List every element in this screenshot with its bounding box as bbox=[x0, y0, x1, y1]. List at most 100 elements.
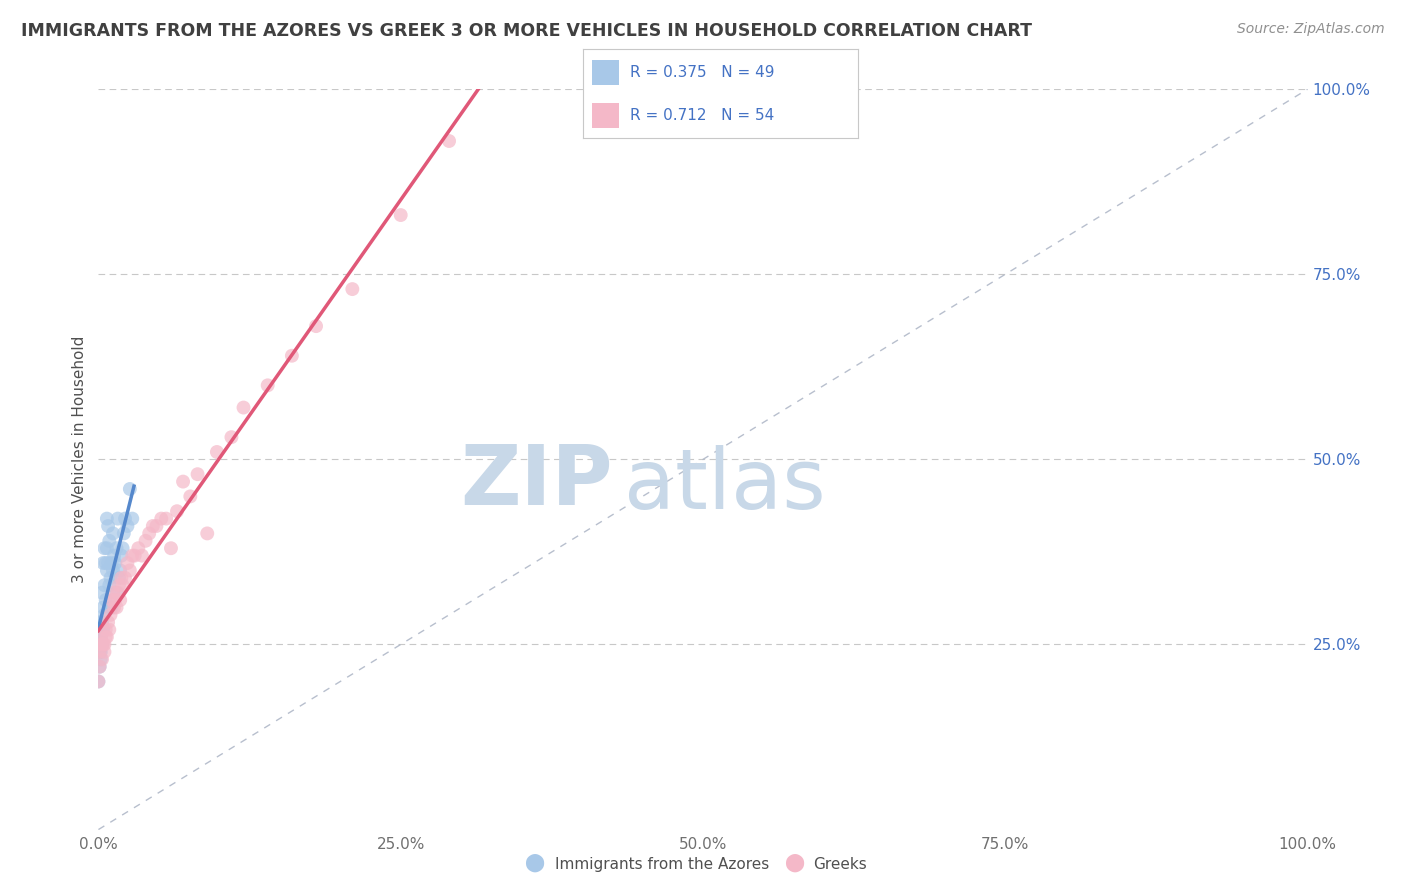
Point bbox=[87, 674, 110, 689]
Point bbox=[172, 475, 194, 489]
Point bbox=[195, 526, 218, 541]
Point bbox=[94, 593, 117, 607]
Point bbox=[93, 645, 115, 659]
Point bbox=[98, 533, 121, 548]
Point bbox=[103, 549, 125, 563]
Point bbox=[103, 600, 125, 615]
Text: R = 0.375   N = 49: R = 0.375 N = 49 bbox=[630, 65, 775, 79]
Point bbox=[89, 637, 111, 651]
Point bbox=[232, 401, 254, 415]
Point bbox=[121, 549, 143, 563]
Text: Greeks: Greeks bbox=[813, 857, 866, 872]
Point bbox=[90, 652, 112, 666]
Point bbox=[94, 556, 117, 570]
Point bbox=[205, 445, 228, 459]
Point bbox=[112, 526, 135, 541]
Point bbox=[118, 564, 141, 578]
Point bbox=[281, 349, 304, 363]
Point bbox=[100, 556, 122, 570]
Point bbox=[96, 541, 118, 556]
Point bbox=[100, 607, 122, 622]
Point bbox=[107, 511, 129, 525]
Point bbox=[107, 585, 129, 599]
Point bbox=[101, 585, 124, 599]
Point bbox=[105, 541, 128, 556]
Point bbox=[90, 645, 112, 659]
Point bbox=[91, 585, 114, 599]
Point bbox=[89, 645, 111, 659]
Point bbox=[90, 630, 112, 644]
Point bbox=[142, 519, 165, 533]
Point bbox=[98, 578, 121, 592]
Point bbox=[91, 615, 114, 630]
Point bbox=[90, 637, 112, 651]
Point bbox=[96, 630, 118, 644]
Point bbox=[145, 519, 167, 533]
Point bbox=[100, 593, 122, 607]
Point bbox=[104, 556, 127, 570]
Text: ⬤: ⬤ bbox=[785, 854, 804, 872]
Point bbox=[138, 526, 160, 541]
Point bbox=[101, 564, 124, 578]
Point bbox=[97, 615, 120, 630]
Point bbox=[101, 526, 124, 541]
Point bbox=[91, 652, 114, 666]
Point bbox=[305, 319, 328, 334]
Point bbox=[150, 511, 173, 525]
Point bbox=[135, 533, 157, 548]
Point bbox=[256, 378, 278, 392]
Point bbox=[91, 600, 114, 615]
Point bbox=[104, 593, 127, 607]
Point bbox=[124, 549, 146, 563]
Point bbox=[221, 430, 243, 444]
Point bbox=[100, 600, 122, 615]
Point bbox=[166, 504, 188, 518]
Point bbox=[98, 623, 121, 637]
Point bbox=[100, 571, 122, 585]
Point bbox=[131, 549, 153, 563]
Point bbox=[91, 637, 114, 651]
Point bbox=[117, 556, 139, 570]
Point bbox=[96, 511, 118, 525]
Point bbox=[114, 511, 136, 525]
Point bbox=[91, 637, 114, 651]
Point bbox=[155, 511, 177, 525]
Point bbox=[187, 467, 209, 482]
Point bbox=[91, 637, 114, 651]
Point bbox=[108, 578, 131, 592]
Point bbox=[91, 623, 114, 637]
Point bbox=[108, 593, 131, 607]
Point bbox=[94, 623, 117, 637]
Point bbox=[100, 600, 122, 615]
Point bbox=[160, 541, 183, 556]
Point bbox=[111, 578, 134, 592]
Point bbox=[89, 623, 111, 637]
Point bbox=[97, 556, 120, 570]
Text: Source: ZipAtlas.com: Source: ZipAtlas.com bbox=[1237, 22, 1385, 37]
Point bbox=[108, 571, 131, 585]
Point bbox=[87, 674, 110, 689]
Point bbox=[96, 564, 118, 578]
Point bbox=[89, 659, 111, 673]
Point bbox=[93, 541, 115, 556]
Text: ZIP: ZIP bbox=[460, 441, 613, 522]
Point bbox=[105, 585, 128, 599]
Text: R = 0.712   N = 54: R = 0.712 N = 54 bbox=[630, 108, 775, 122]
Y-axis label: 3 or more Vehicles in Household: 3 or more Vehicles in Household bbox=[72, 335, 87, 583]
Bar bbox=[592, 60, 619, 85]
Point bbox=[97, 519, 120, 533]
Point bbox=[121, 511, 143, 525]
Point bbox=[89, 645, 111, 659]
Point bbox=[110, 549, 132, 563]
Point bbox=[93, 637, 115, 651]
Point bbox=[437, 134, 460, 148]
Point bbox=[117, 519, 139, 533]
Point bbox=[389, 208, 412, 222]
Text: ⬤: ⬤ bbox=[524, 854, 544, 872]
Bar bbox=[592, 103, 619, 128]
Point bbox=[93, 578, 115, 592]
Point bbox=[108, 564, 131, 578]
Point bbox=[89, 659, 111, 673]
Point bbox=[110, 571, 132, 585]
Text: IMMIGRANTS FROM THE AZORES VS GREEK 3 OR MORE VEHICLES IN HOUSEHOLD CORRELATION : IMMIGRANTS FROM THE AZORES VS GREEK 3 OR… bbox=[21, 22, 1032, 40]
